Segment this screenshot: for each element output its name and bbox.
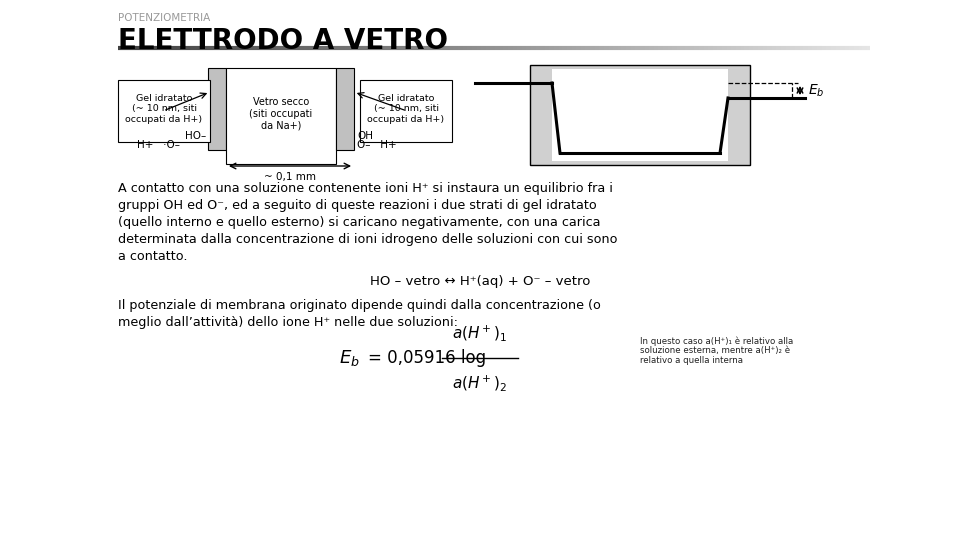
Text: $E_b$: $E_b$ [339,348,360,368]
Text: POTENZIOMETRIA: POTENZIOMETRIA [118,13,210,23]
Text: soluzione esterna, mentre a(H⁺)₂ è: soluzione esterna, mentre a(H⁺)₂ è [640,346,790,355]
Text: In questo caso a(H⁺)₁ è relativo alla: In questo caso a(H⁺)₁ è relativo alla [640,336,793,346]
Text: Gel idratato
(~ 10 nm, siti
occupati da H+): Gel idratato (~ 10 nm, siti occupati da … [368,94,444,124]
Text: HO–: HO– [184,131,206,141]
Text: O–   H+: O– H+ [357,140,396,150]
Bar [226,68,336,164]
Bar [552,69,728,161]
Text: $E_b$: $E_b$ [808,82,825,99]
Text: gruppi OH ed O⁻, ed a seguito di queste reazioni i due strati di gel idratato: gruppi OH ed O⁻, ed a seguito di queste … [118,199,597,212]
Text: OH: OH [357,131,373,141]
Text: a contatto.: a contatto. [118,250,187,263]
Text: Il potenziale di membrana originato dipende quindi dalla concentrazione (o: Il potenziale di membrana originato dipe… [118,299,601,312]
Text: Vetro secco
(siti occupati
da Na+): Vetro secco (siti occupati da Na+) [250,97,313,131]
Text: A contatto con una soluzione contenente ioni H⁺ si instaura un equilibrio fra i: A contatto con una soluzione contenente … [118,182,612,195]
Bar [336,68,354,150]
Text: relativo a quella interna: relativo a quella interna [640,356,743,365]
Bar [208,68,226,150]
Text: H+   ·O–: H+ ·O– [137,140,180,150]
Bar [360,80,452,142]
Text: = 0,05916 log: = 0,05916 log [368,349,486,367]
Text: HO – vetro ↔ H⁺(aq) + O⁻ – vetro: HO – vetro ↔ H⁺(aq) + O⁻ – vetro [370,275,590,288]
Text: Gel idratato
(~ 10 nm, siti
occupati da H+): Gel idratato (~ 10 nm, siti occupati da … [126,94,203,124]
Text: $a(H^+)_2$: $a(H^+)_2$ [452,373,508,393]
Text: ~ 0,1 mm: ~ 0,1 mm [264,172,316,182]
Bar [530,65,750,165]
Text: determinata dalla concentrazione di ioni idrogeno delle soluzioni con cui sono: determinata dalla concentrazione di ioni… [118,233,617,246]
Text: (quello interno e quello esterno) si caricano negativamente, con una carica: (quello interno e quello esterno) si car… [118,216,601,229]
Text: $a(H^+)_1$: $a(H^+)_1$ [452,323,508,343]
Text: meglio dall’attività) dello ione H⁺ nelle due soluzioni:: meglio dall’attività) dello ione H⁺ nell… [118,316,458,329]
Bar [118,80,210,142]
Text: ELETTRODO A VETRO: ELETTRODO A VETRO [118,27,448,55]
